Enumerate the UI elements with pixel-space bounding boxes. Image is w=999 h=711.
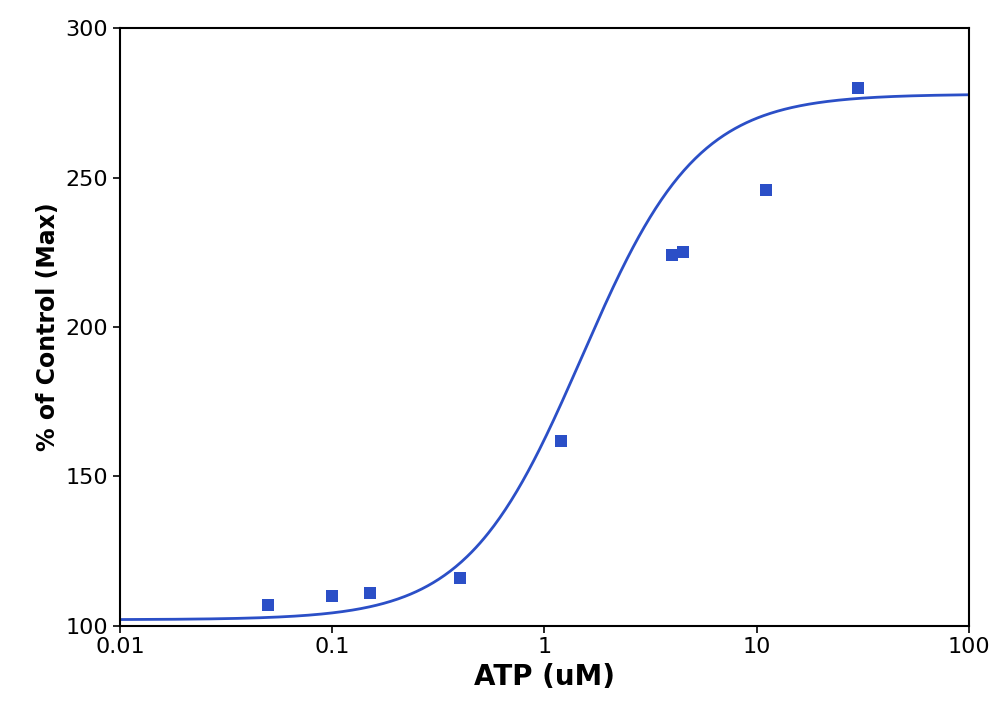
Point: [757, 184, 773, 196]
Point: [362, 587, 378, 599]
Point: [675, 247, 691, 258]
Y-axis label: % of Control (Max): % of Control (Max): [36, 203, 60, 451]
Point: [664, 250, 680, 261]
Point: [324, 590, 340, 602]
Point: [553, 435, 569, 447]
Point: [452, 572, 468, 584]
Point: [261, 599, 277, 611]
Point: [850, 82, 866, 94]
X-axis label: ATP (uM): ATP (uM): [474, 663, 615, 691]
